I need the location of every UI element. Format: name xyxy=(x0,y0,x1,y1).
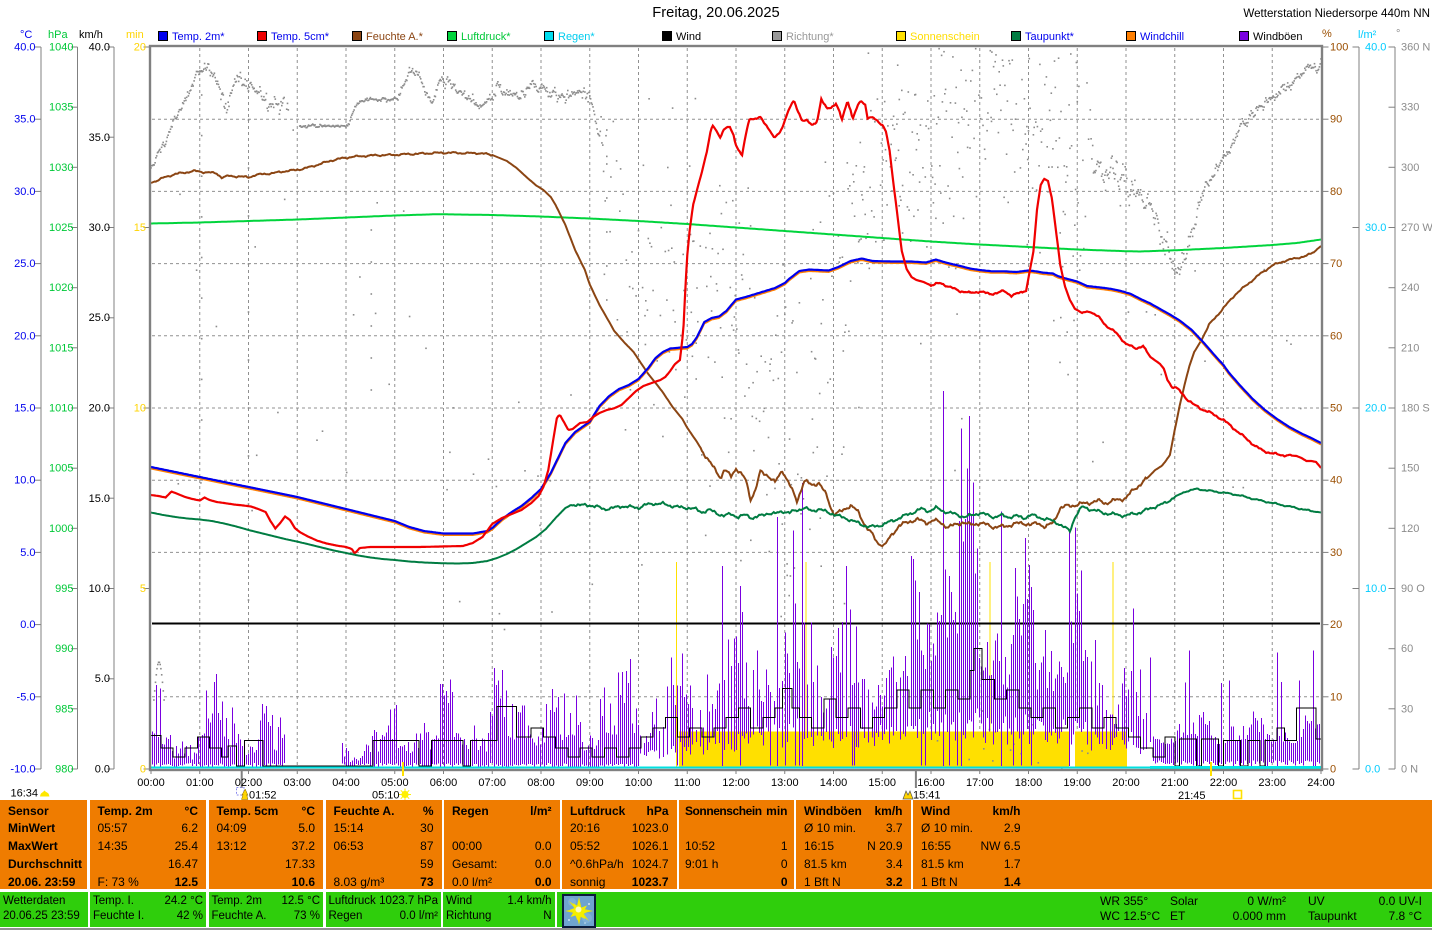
svg-text:30.0: 30.0 xyxy=(1365,222,1386,234)
svg-text:05:10: 05:10 xyxy=(372,790,400,802)
svg-text:21:00: 21:00 xyxy=(1161,777,1189,789)
svg-text:1035: 1035 xyxy=(49,102,73,114)
svg-text:21:45: 21:45 xyxy=(1178,790,1206,802)
svg-text:17:00: 17:00 xyxy=(966,777,994,789)
svg-text:80: 80 xyxy=(1330,186,1342,198)
svg-text:240: 240 xyxy=(1401,282,1419,294)
svg-text:20.0: 20.0 xyxy=(1365,403,1386,415)
svg-text:02:00: 02:00 xyxy=(235,777,263,789)
svg-text:10.0: 10.0 xyxy=(89,583,110,595)
svg-text:330: 330 xyxy=(1401,102,1419,114)
svg-text:1030: 1030 xyxy=(49,162,73,174)
svg-text:13:00: 13:00 xyxy=(771,777,799,789)
svg-text:980: 980 xyxy=(55,764,73,776)
svg-text:1025: 1025 xyxy=(49,222,73,234)
svg-text:40.0: 40.0 xyxy=(89,42,110,54)
svg-text:10:00: 10:00 xyxy=(625,777,653,789)
svg-text:40.0: 40.0 xyxy=(14,42,35,54)
svg-text:40: 40 xyxy=(1330,475,1342,487)
svg-text:150: 150 xyxy=(1401,463,1419,475)
svg-text:10.0: 10.0 xyxy=(1365,583,1386,595)
svg-text:10: 10 xyxy=(1330,691,1342,703)
svg-text:100: 100 xyxy=(1330,42,1348,54)
svg-text:25.0: 25.0 xyxy=(14,258,35,270)
svg-text:1040: 1040 xyxy=(49,42,73,54)
svg-text:03:00: 03:00 xyxy=(283,777,311,789)
svg-text:360 N: 360 N xyxy=(1401,42,1430,54)
svg-text:23:00: 23:00 xyxy=(1258,777,1286,789)
svg-text:985: 985 xyxy=(55,703,73,715)
svg-text:-5.0: -5.0 xyxy=(17,691,36,703)
svg-text:1000: 1000 xyxy=(49,523,73,535)
svg-text:0: 0 xyxy=(1330,764,1336,776)
svg-text:1005: 1005 xyxy=(49,463,73,475)
svg-text:995: 995 xyxy=(55,583,73,595)
svg-text:300: 300 xyxy=(1401,162,1419,174)
svg-text:15:00: 15:00 xyxy=(868,777,896,789)
svg-text:20.0: 20.0 xyxy=(14,330,35,342)
svg-text:12:00: 12:00 xyxy=(722,777,750,789)
svg-text:50: 50 xyxy=(1330,403,1342,415)
svg-text:08:00: 08:00 xyxy=(527,777,555,789)
svg-text:00:00: 00:00 xyxy=(137,777,165,789)
svg-text:120: 120 xyxy=(1401,523,1419,535)
svg-text:01:00: 01:00 xyxy=(186,777,214,789)
svg-text:35.0: 35.0 xyxy=(14,114,35,126)
svg-text:1010: 1010 xyxy=(49,403,73,415)
svg-text:10: 10 xyxy=(134,403,146,415)
svg-text:09:00: 09:00 xyxy=(576,777,604,789)
svg-text:10.0: 10.0 xyxy=(14,475,35,487)
svg-text:25.0: 25.0 xyxy=(89,312,110,324)
svg-text:07:00: 07:00 xyxy=(478,777,506,789)
svg-text:0.0: 0.0 xyxy=(1365,764,1380,776)
svg-text:5.0: 5.0 xyxy=(95,673,110,685)
svg-text:16:34: 16:34 xyxy=(11,788,39,800)
svg-text:06:00: 06:00 xyxy=(430,777,458,789)
svg-text:35.0: 35.0 xyxy=(89,132,110,144)
svg-text:90 O: 90 O xyxy=(1401,583,1425,595)
svg-text:30: 30 xyxy=(1330,547,1342,559)
svg-text:210: 210 xyxy=(1401,342,1419,354)
svg-text:40.0: 40.0 xyxy=(1365,42,1386,54)
svg-text:0.0: 0.0 xyxy=(95,764,110,776)
svg-text:05:00: 05:00 xyxy=(381,777,409,789)
svg-text:1015: 1015 xyxy=(49,342,73,354)
svg-text:15: 15 xyxy=(134,222,146,234)
svg-text:15.0: 15.0 xyxy=(89,493,110,505)
svg-text:-10.0: -10.0 xyxy=(10,764,35,776)
svg-text:14:00: 14:00 xyxy=(820,777,848,789)
svg-text:30.0: 30.0 xyxy=(14,186,35,198)
svg-text:18:00: 18:00 xyxy=(1015,777,1043,789)
svg-text:20: 20 xyxy=(134,42,146,54)
svg-text:15.0: 15.0 xyxy=(14,403,35,415)
svg-text:180 S: 180 S xyxy=(1401,403,1430,415)
svg-text:30.0: 30.0 xyxy=(89,222,110,234)
svg-text:20.0: 20.0 xyxy=(89,403,110,415)
svg-text:90: 90 xyxy=(1330,114,1342,126)
svg-text:01:52: 01:52 xyxy=(249,790,277,802)
svg-text:16:00: 16:00 xyxy=(917,777,945,789)
svg-text:60: 60 xyxy=(1330,330,1342,342)
svg-text:0: 0 xyxy=(140,764,146,776)
svg-text:0.0: 0.0 xyxy=(20,619,35,631)
svg-text:60: 60 xyxy=(1401,643,1413,655)
svg-text:270 W: 270 W xyxy=(1401,222,1432,234)
svg-text:1020: 1020 xyxy=(49,282,73,294)
svg-text:15:41: 15:41 xyxy=(913,790,941,802)
svg-text:0 N: 0 N xyxy=(1401,764,1418,776)
svg-text:11:00: 11:00 xyxy=(674,777,701,789)
svg-text:5: 5 xyxy=(140,583,146,595)
svg-text:990: 990 xyxy=(55,643,73,655)
svg-text:5.0: 5.0 xyxy=(20,547,35,559)
svg-text:20: 20 xyxy=(1330,619,1342,631)
svg-text:30: 30 xyxy=(1401,703,1413,715)
svg-text:70: 70 xyxy=(1330,258,1342,270)
svg-text:24:00: 24:00 xyxy=(1307,777,1335,789)
svg-text:19:00: 19:00 xyxy=(1063,777,1091,789)
svg-text:04:00: 04:00 xyxy=(332,777,360,789)
svg-text:22:00: 22:00 xyxy=(1210,777,1238,789)
svg-text:20:00: 20:00 xyxy=(1112,777,1140,789)
